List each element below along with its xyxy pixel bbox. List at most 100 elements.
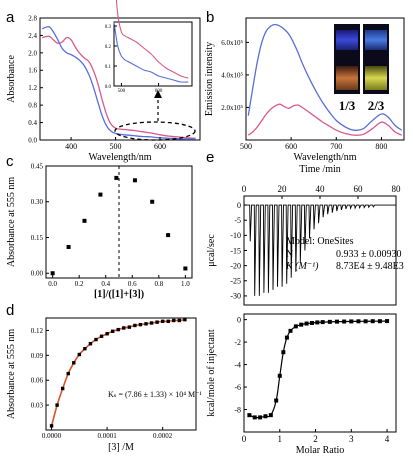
panel-c-point-7 <box>166 233 171 238</box>
panel-a-y-ticklabel-2: 0.8 <box>28 102 37 110</box>
panel-e-isotherm-point-19 <box>349 319 354 324</box>
panel-e-isotherm-point-3 <box>263 414 268 419</box>
panel-d-point-19 <box>155 320 159 324</box>
vial-label-1-3: 1/3 <box>339 98 356 113</box>
panel-d-point-11 <box>110 329 115 333</box>
panel-c-point-5 <box>132 178 137 183</box>
panel-a-ylabel: Absorbance <box>6 55 17 103</box>
panel-a-inset-frame <box>113 21 193 87</box>
panel-a-inset-y-ticklabel-1: 0.1 <box>105 65 112 70</box>
panel-e-isotherm-point-14 <box>315 320 320 325</box>
panel-a-series-line-1 <box>41 25 196 140</box>
panel-d-point-23 <box>177 318 182 323</box>
panel-d-point-22 <box>172 318 176 323</box>
panel-b-frame <box>245 17 405 141</box>
panel-e-isotherm-point-17 <box>334 319 339 324</box>
panel-e-letter: e <box>206 149 214 166</box>
panel-d-x-ticklabel-1: 0.0001 <box>97 432 117 440</box>
panel-d-point-4 <box>72 361 76 365</box>
panel-e-fit-value-1: 8.73E4 ± 9.48E3 <box>336 261 404 272</box>
panel-e-isotherm-point-0 <box>247 413 252 418</box>
panel-e-isotherm-point-8 <box>284 335 289 340</box>
panel-b-series-line-1 <box>247 103 402 136</box>
panel-e-top-ylabel: μcal/sec <box>206 234 217 267</box>
panel-e-thermogram-trace <box>244 204 396 296</box>
vial-label-2-3: 2/3 <box>368 98 385 113</box>
panel-d-point-7 <box>88 342 93 346</box>
panel-d-point-21 <box>166 319 170 324</box>
panel-e-isotherm-point-6 <box>277 373 282 378</box>
panel-b: b 500 600 700 800 2.0x10⁵ 4.0x10⁵ 6.0x10⁵ Wavel… <box>204 9 405 163</box>
panel-e-top-y-ticklabel-6: -30 <box>230 292 241 301</box>
panel-b-x-ticklabel-0: 500 <box>240 142 252 151</box>
panel-a-series-line-0 <box>42 35 196 139</box>
panel-d-point-9 <box>99 334 104 338</box>
panel-e-fit-label-1: K (M⁻¹) <box>285 261 319 272</box>
panel-a-xlabel: Wavelength/nm <box>88 152 151 163</box>
panel-e-bottom-frame <box>243 313 397 433</box>
panel-e-isotherm-point-1 <box>252 415 257 420</box>
panel-e-top-x-ticklabel-2: 40 <box>316 184 326 194</box>
panel-c-point-4 <box>114 175 119 180</box>
panel-d-fit-curve <box>50 318 186 427</box>
panel-a-arrowhead <box>154 90 162 98</box>
panel-a-x-ticklabel-2: 600 <box>154 142 166 151</box>
panel-b-x-ticklabel-2: 700 <box>330 142 342 151</box>
panel-a-frame <box>39 17 201 141</box>
panel-d-point-12 <box>116 327 120 332</box>
panel-e-bottom-x-ticklabel-1: 1 <box>278 434 283 444</box>
panel-d-point-2 <box>60 386 65 391</box>
panel-d-annotation: Kₛ = (7.86 ± 1.33) × 10⁴ M⁻¹ <box>108 390 202 399</box>
panel-c-y-ticklabel-0: 0.00 <box>31 270 44 278</box>
panel-d-y-ticklabel-0: 0.03 <box>31 402 44 410</box>
panel-c-y-ticklabel-2: 0.30 <box>31 198 44 206</box>
panel-a-letter: a <box>6 9 15 26</box>
panel-e-isotherm-point-24 <box>385 319 390 324</box>
panel-d-point-17 <box>144 322 148 326</box>
panel-e-top-x-ticklabel-1: 20 <box>278 184 288 194</box>
panel-e-thermogram: 0 20 40 60 80 0 -5 -10 -15 -20 -25 -30 Time /min μcal… <box>206 164 404 306</box>
panel-e-isotherm-point-9 <box>288 328 293 333</box>
panel-e-isotherm-point-11 <box>299 322 304 327</box>
panel-e-isotherm-point-22 <box>370 319 375 324</box>
panel-c-point-3 <box>98 192 103 197</box>
panel-e-bottom-ylabel: kcal/mole of injectant <box>206 329 217 416</box>
panel-d-point-1 <box>55 403 59 407</box>
panel-d-point-15 <box>133 323 137 328</box>
panel-e-top-y-ticklabel-3: -15 <box>230 246 241 255</box>
panel-c-point-2 <box>82 218 87 223</box>
vial-photo-1-3 <box>334 24 360 94</box>
panel-e-bottom-y-ticklabel-2: -4 <box>234 360 241 369</box>
panel-d-point-10 <box>105 332 109 336</box>
panel-e-isotherm-point-23 <box>377 319 382 324</box>
panel-c-point-6 <box>150 199 155 204</box>
panel-d-point-6 <box>83 346 87 351</box>
panel-c-point-1 <box>66 245 71 250</box>
panel-e-isotherm-fit <box>249 320 388 419</box>
panel-e-top-y-ticklabel-0: 0 <box>237 201 241 210</box>
panel-d-xlabel: [3] /M <box>108 442 134 453</box>
panel-d-x-ticklabel-2: 0.0002 <box>153 432 173 440</box>
panel-b-y-ticklabel-2: 6.0x10⁵ <box>221 39 243 47</box>
panel-d-point-24 <box>183 317 187 322</box>
vial-photo-2-3 <box>363 24 389 94</box>
panel-d-x-ticklabel-0: 0.0000 <box>42 432 62 440</box>
panel-c-x-ticklabel-0: 0.0 <box>48 280 57 288</box>
panel-e-isotherm-point-7 <box>281 350 286 355</box>
panel-c-x-ticklabel-5: 1.0 <box>181 280 190 288</box>
panel-d-letter: d <box>6 302 14 319</box>
panel-b-xlabel: Wavelength/nm <box>293 152 356 163</box>
panel-c-x-ticklabel-2: 0.4 <box>101 280 110 288</box>
panel-b-y-ticklabel-0: 2.0x10⁵ <box>221 104 243 112</box>
panel-a-x-ticklabel-1: 500 <box>110 142 122 151</box>
panel-c-ylabel: Absorbance at 555 nm <box>6 177 17 267</box>
panel-c-x-ticklabel-3: 0.6 <box>128 280 137 288</box>
panel-e-isotherm-point-21 <box>363 319 368 324</box>
panel-a-y-ticklabel-3: 1.2 <box>28 84 37 92</box>
panel-d-ylabel: Absorbance at 555 nm <box>6 329 17 419</box>
panel-a-inset-y-ticklabel-3: 0.3 <box>105 25 112 30</box>
panel-d-point-0 <box>49 424 54 428</box>
panel-c-letter: c <box>6 153 14 170</box>
panel-a-inset-y-ticklabel-2: 0.2 <box>105 45 112 50</box>
panel-e-bottom-xlabel: Molar Ratio <box>296 445 345 456</box>
